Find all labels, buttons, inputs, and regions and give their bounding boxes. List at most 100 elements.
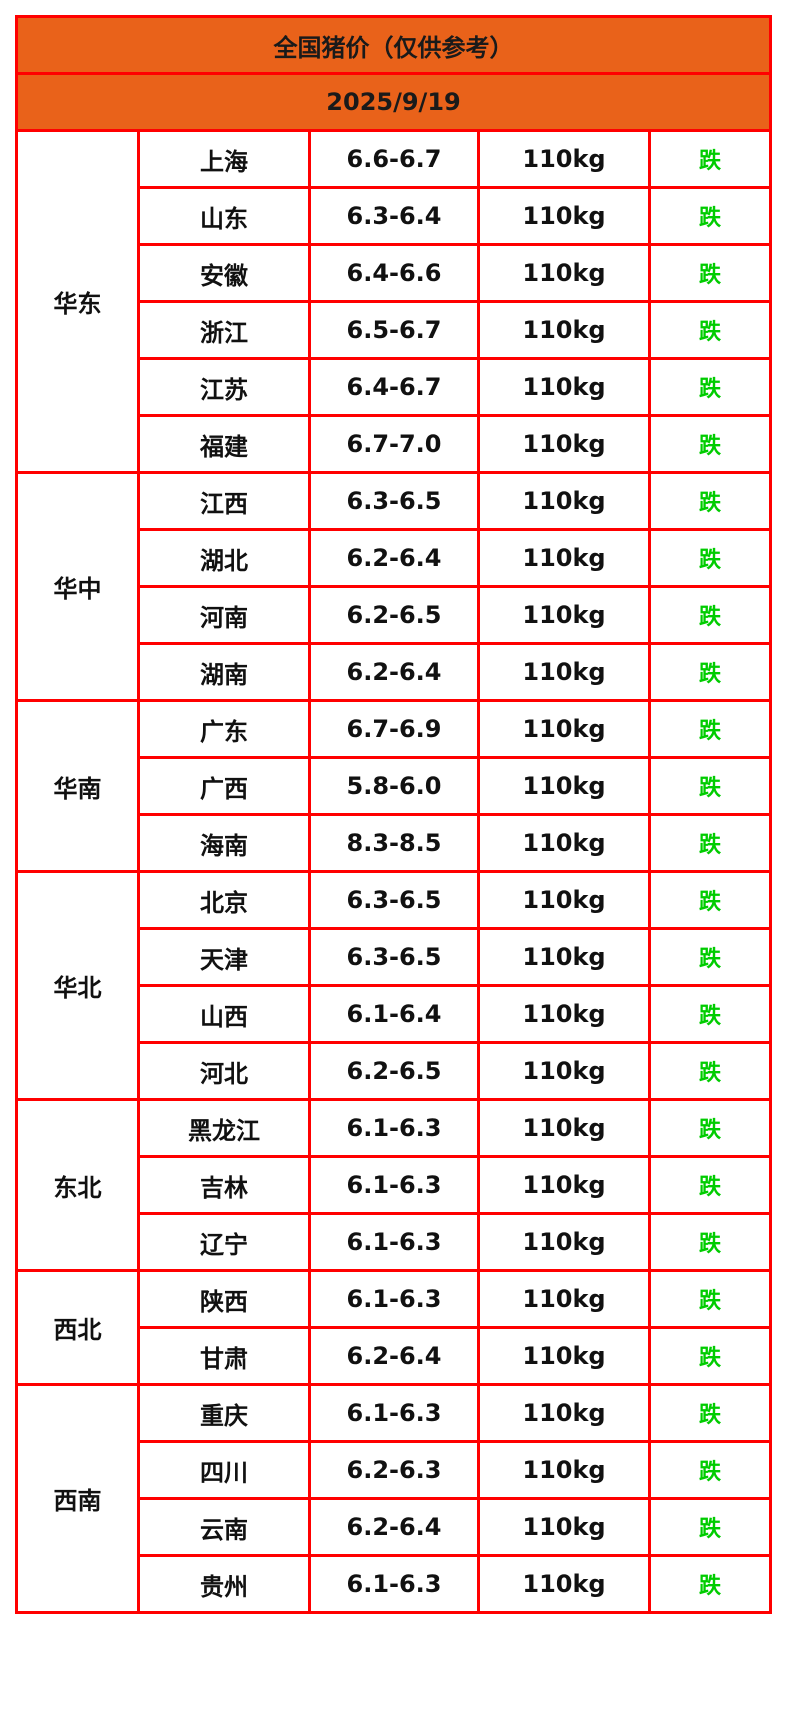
province-cell: 北京 — [137, 870, 311, 930]
trend-cell: 跌 — [647, 1383, 773, 1443]
province-cell: 江西 — [137, 471, 311, 531]
trend-cell: 跌 — [647, 186, 773, 246]
trend-cell: 跌 — [647, 813, 773, 873]
region-cell: 华南 — [15, 699, 140, 873]
price-cell: 6.1-6.4 — [308, 984, 480, 1044]
table-row: 天津 6.3-6.5 110kg 跌 — [17, 927, 773, 987]
trend-cell: 跌 — [647, 1212, 773, 1272]
weight-cell: 110kg — [477, 528, 651, 588]
price-cell: 8.3-8.5 — [308, 813, 480, 873]
province-cell: 甘肃 — [137, 1326, 311, 1386]
province-cell: 天津 — [137, 927, 311, 987]
price-cell: 6.6-6.7 — [308, 129, 480, 189]
table-row: 海南 8.3-8.5 110kg 跌 — [17, 813, 773, 873]
table-row: 甘肃 6.2-6.4 110kg 跌 — [17, 1326, 773, 1386]
price-cell: 6.7-7.0 — [308, 414, 480, 474]
province-cell: 黑龙江 — [137, 1098, 311, 1158]
price-cell: 6.4-6.6 — [308, 243, 480, 303]
table-row: 华中 江西 6.3-6.5 110kg 跌 — [15, 471, 773, 702]
weight-cell: 110kg — [477, 1497, 651, 1557]
trend-cell: 跌 — [647, 1326, 773, 1386]
price-cell: 6.2-6.4 — [308, 642, 480, 702]
table-row: 山东 6.3-6.4 110kg 跌 — [17, 186, 773, 246]
weight-cell: 110kg — [477, 1554, 651, 1614]
table-row: 福建 6.7-7.0 110kg 跌 — [17, 414, 773, 474]
trend-cell: 跌 — [647, 414, 773, 474]
price-cell: 6.2-6.4 — [308, 528, 480, 588]
trend-cell: 跌 — [647, 1041, 773, 1101]
province-cell: 陕西 — [137, 1269, 311, 1329]
table-row: 江苏 6.4-6.7 110kg 跌 — [17, 357, 773, 417]
trend-cell: 跌 — [647, 1554, 773, 1614]
trend-cell: 跌 — [647, 1098, 773, 1158]
weight-cell: 110kg — [477, 927, 651, 987]
region-cell: 华东 — [15, 129, 140, 474]
weight-cell: 110kg — [477, 186, 651, 246]
weight-cell: 110kg — [477, 1098, 651, 1158]
weight-cell: 110kg — [477, 1326, 651, 1386]
province-cell: 湖南 — [137, 642, 311, 702]
table-row: 贵州 6.1-6.3 110kg 跌 — [17, 1554, 773, 1614]
region-cell: 华北 — [15, 870, 140, 1101]
table-row: 吉林 6.1-6.3 110kg 跌 — [17, 1155, 773, 1215]
trend-cell: 跌 — [647, 1497, 773, 1557]
price-cell: 6.2-6.4 — [308, 1326, 480, 1386]
trend-cell: 跌 — [647, 1155, 773, 1215]
table-row: 山西 6.1-6.4 110kg 跌 — [17, 984, 773, 1044]
trend-cell: 跌 — [647, 927, 773, 987]
price-cell: 6.2-6.5 — [308, 585, 480, 645]
table-row: 东北 黑龙江 6.1-6.3 110kg 跌 — [15, 1098, 773, 1272]
price-cell: 6.2-6.5 — [308, 1041, 480, 1101]
table-row: 辽宁 6.1-6.3 110kg 跌 — [17, 1212, 773, 1272]
price-cell: 6.1-6.3 — [308, 1212, 480, 1272]
table-row: 河南 6.2-6.5 110kg 跌 — [17, 585, 773, 645]
province-cell: 河南 — [137, 585, 311, 645]
price-cell: 6.4-6.7 — [308, 357, 480, 417]
trend-cell: 跌 — [647, 243, 773, 303]
price-cell: 6.7-6.9 — [308, 699, 480, 759]
trend-cell: 跌 — [647, 300, 773, 360]
trend-cell: 跌 — [647, 129, 773, 189]
weight-cell: 110kg — [477, 129, 651, 189]
region-cell: 华中 — [15, 471, 140, 702]
table-row: 河北 6.2-6.5 110kg 跌 — [17, 1041, 773, 1101]
weight-cell: 110kg — [477, 585, 651, 645]
table-row: 湖南 6.2-6.4 110kg 跌 — [17, 642, 773, 702]
weight-cell: 110kg — [477, 1212, 651, 1272]
trend-cell: 跌 — [647, 870, 773, 930]
price-cell: 6.1-6.3 — [308, 1155, 480, 1215]
weight-cell: 110kg — [477, 243, 651, 303]
price-cell: 6.2-6.3 — [308, 1440, 480, 1500]
table-title: 全国猪价（仅供参考） — [14, 15, 773, 75]
province-cell: 海南 — [137, 813, 311, 873]
price-cell: 6.3-6.4 — [308, 186, 480, 246]
table-row: 华东 上海 6.6-6.7 110kg 跌 — [15, 129, 773, 474]
table-row: 广西 5.8-6.0 110kg 跌 — [17, 756, 773, 816]
table-row: 华北 北京 6.3-6.5 110kg 跌 — [15, 870, 773, 1101]
trend-cell: 跌 — [647, 984, 773, 1044]
table-row: 华南 广东 6.7-6.9 110kg 跌 — [15, 699, 773, 873]
table-row: 云南 6.2-6.4 110kg 跌 — [17, 1497, 773, 1557]
price-cell: 6.1-6.3 — [308, 1269, 480, 1329]
table-row: 安徽 6.4-6.6 110kg 跌 — [17, 243, 773, 303]
province-cell: 河北 — [137, 1041, 311, 1101]
weight-cell: 110kg — [477, 357, 651, 417]
weight-cell: 110kg — [477, 870, 651, 930]
province-cell: 贵州 — [137, 1554, 311, 1614]
province-cell: 山西 — [137, 984, 311, 1044]
weight-cell: 110kg — [477, 813, 651, 873]
table-row: 四川 6.2-6.3 110kg 跌 — [17, 1440, 773, 1500]
table-row: 西南 重庆 6.1-6.3 110kg 跌 — [15, 1383, 773, 1614]
pig-price-table: 全国猪价（仅供参考） 2025/9/19 华东 上海 6.6-6.7 110kg 跌山东… — [14, 15, 773, 1614]
region-cell: 东北 — [15, 1098, 140, 1272]
weight-cell: 110kg — [477, 1041, 651, 1101]
province-cell: 吉林 — [137, 1155, 311, 1215]
price-cell: 6.1-6.3 — [308, 1383, 480, 1443]
province-cell: 广东 — [137, 699, 311, 759]
price-cell: 6.3-6.5 — [308, 870, 480, 930]
province-cell: 上海 — [137, 129, 311, 189]
weight-cell: 110kg — [477, 1440, 651, 1500]
table-row: 西北 陕西 6.1-6.3 110kg 跌 — [15, 1269, 773, 1386]
price-cell: 6.1-6.3 — [308, 1554, 480, 1614]
trend-cell: 跌 — [647, 1269, 773, 1329]
